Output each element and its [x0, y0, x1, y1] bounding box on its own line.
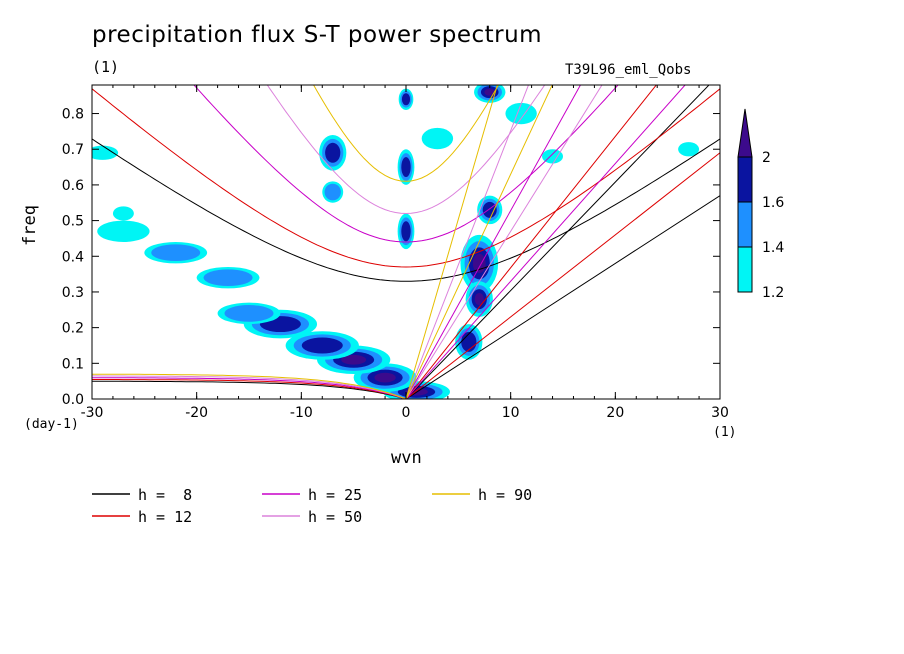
y-tick-label: 0.5: [62, 214, 84, 230]
contour-region: [678, 142, 700, 157]
dispersion-curve-kelvin-h12: [405, 152, 720, 399]
dispersion-curve-kelvin-h90: [405, 85, 553, 399]
contour-region: [301, 337, 343, 354]
contour-region: [341, 354, 367, 365]
colorbar-segment: [737, 156, 753, 203]
contour-region: [401, 157, 411, 178]
dispersion-curve-mrg-h8: [92, 380, 407, 399]
dispersion-curve-ig-h90: [313, 85, 499, 182]
colorbar-label: 1.4: [762, 240, 784, 256]
colorbar-label: 2: [762, 150, 771, 166]
contour-region: [203, 269, 253, 287]
dispersion-curve-kelvin-h50: [405, 85, 603, 399]
legend-label: h = 8: [138, 486, 192, 504]
x-unit-label: (1): [713, 425, 737, 440]
dispersion-curve-ig-h50: [266, 85, 546, 215]
dispersion-curve-ig-h8: [92, 138, 720, 282]
dispersion-curve-eig-h90: [405, 85, 498, 399]
y-tick-label: 0.4: [62, 249, 84, 265]
legend-label: h = 12: [138, 508, 192, 526]
dispersion-curve-mrg-h90: [92, 373, 407, 399]
colorbar: 1.2 1.4 1.6 2: [737, 108, 784, 301]
x-axis-label: wvn: [391, 448, 422, 468]
dispersion-curve-eig-h12: [405, 85, 657, 399]
x-tick-label: -20: [185, 405, 208, 421]
contour-region: [472, 253, 486, 274]
y-tick-label: 0.8: [62, 107, 84, 123]
x-tick-label: 20: [606, 405, 624, 421]
dispersion-curve-eig-h50: [405, 85, 530, 399]
dispersion-curve-eig-h8: [405, 85, 710, 399]
axis-ticks: -30 -20 -10 0 10 20 30 0.0 0.1 0.2 0.3 0.4 0.5 0.6 0.7…: [62, 85, 729, 421]
contour-region: [401, 221, 411, 242]
y-tick-label: 0.7: [62, 142, 84, 158]
x-tick-label: 0: [402, 405, 411, 421]
contour-region: [421, 127, 454, 150]
y-tick-label: 0.2: [62, 321, 84, 337]
chart-title: precipitation flux S-T power spectrum: [92, 22, 543, 48]
dispersion-curve-mrg-h50: [92, 375, 407, 399]
contour-region: [374, 372, 396, 383]
x-tick-label: -10: [290, 405, 313, 421]
colorbar-label: 1.2: [762, 285, 784, 301]
contour-region: [482, 201, 497, 218]
contour-region: [112, 206, 134, 221]
dispersion-curve-kelvin-h25: [405, 85, 686, 399]
y-tick-label: 0.1: [62, 356, 84, 372]
contour-region: [484, 88, 496, 96]
y-tick-label: 0.3: [62, 285, 84, 301]
colorbar-triangle: [737, 108, 753, 158]
contour-region: [401, 93, 411, 106]
contour-region: [325, 142, 341, 163]
legend-label: h = 90: [478, 486, 532, 504]
legend: h = 8 h = 12 h = 25 h = 50 h = 90: [92, 486, 532, 526]
dispersion-curve-ig-h12: [92, 88, 720, 268]
run-name: T39L96_eml_Qobs: [565, 62, 692, 78]
y-unit-label: (day-1): [24, 417, 79, 432]
chart-subtitle: (1): [92, 58, 120, 76]
contour-region: [474, 293, 484, 306]
dispersion-curve-mrg-h25: [92, 377, 407, 399]
x-tick-label: -30: [81, 405, 104, 421]
contour-region: [97, 220, 150, 242]
dispersion-curve-eig-h25: [405, 85, 582, 399]
y-tick-label: 0.6: [62, 178, 84, 194]
contour-fills: [92, 85, 700, 399]
contour-region: [151, 244, 201, 262]
x-tick-label: 30: [711, 405, 729, 421]
legend-label: h = 50: [308, 508, 362, 526]
contour-region: [224, 305, 274, 322]
x-tick-label: 10: [502, 405, 520, 421]
colorbar-label: 1.6: [762, 195, 784, 211]
dispersion-curve-ig-h25: [193, 85, 619, 243]
contour-region: [542, 149, 563, 164]
legend-label: h = 25: [308, 486, 362, 504]
contour-region: [324, 183, 341, 201]
dispersion-curve-mrg-h12: [92, 379, 407, 399]
y-tick-label: 0.0: [62, 392, 84, 408]
contour-region: [505, 102, 537, 125]
colorbar-segment: [737, 246, 753, 293]
dispersion-curves: [92, 85, 720, 399]
dispersion-curve-kelvin-h8: [405, 195, 720, 399]
colorbar-segment: [737, 201, 753, 248]
